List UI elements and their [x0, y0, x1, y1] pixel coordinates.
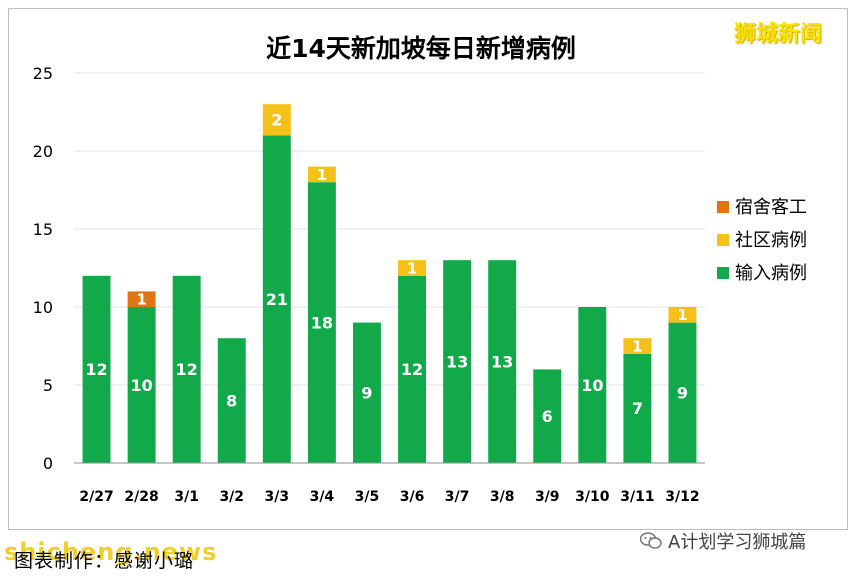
- y-tick-label: 10: [33, 298, 53, 317]
- site-watermark: shicheng.news: [4, 538, 218, 566]
- x-tick-label: 2/28: [124, 489, 158, 505]
- x-tick-label: 3/3: [265, 489, 290, 505]
- bar-segment: [262, 135, 291, 463]
- bar-value-label: 9: [677, 384, 688, 403]
- x-tick-label: 3/9: [535, 489, 560, 505]
- x-tick-label: 3/12: [665, 489, 699, 505]
- y-tick-label: 25: [33, 64, 53, 83]
- bar-value-label: 12: [176, 360, 198, 379]
- bar-segment: [623, 338, 652, 354]
- bar-segment: [668, 322, 697, 463]
- x-tick-label: 3/10: [575, 489, 610, 505]
- bar-segment: [82, 275, 111, 463]
- bar-segment: [398, 275, 427, 463]
- bar-segment: [172, 275, 201, 463]
- bar-segment: [533, 369, 562, 463]
- bar-value-label: 21: [266, 290, 288, 309]
- legend-label: 输入病例: [735, 263, 807, 284]
- brand-badge: 狮城新闻: [734, 22, 823, 47]
- bar-value-label: 1: [317, 166, 327, 184]
- bar-value-label: 13: [491, 352, 513, 371]
- x-tick-label: 3/8: [490, 489, 515, 505]
- bar-segment: [352, 322, 381, 463]
- wechat-icon: [639, 532, 662, 550]
- bar-segment: [262, 104, 291, 136]
- bar-segment: [443, 260, 472, 463]
- bar-value-label: 18: [311, 313, 333, 332]
- bar-segment: [307, 166, 336, 183]
- bar-segment: [488, 260, 517, 463]
- legend-swatch: [717, 234, 729, 246]
- chart-credit: 图表制作：感谢小璐: [14, 550, 195, 572]
- bar-segment: [578, 307, 607, 463]
- grid-lines: [74, 72, 705, 386]
- bar-value-label: 10: [130, 376, 152, 395]
- bar-value-label: 2: [271, 111, 282, 130]
- bar-value-label: 6: [542, 407, 553, 426]
- x-tick-label: 3/1: [174, 489, 199, 505]
- bar-value-label: 9: [361, 384, 372, 403]
- wechat-account-name: A计划学习狮城篇: [668, 532, 807, 553]
- x-tick-label: 2/27: [79, 489, 113, 505]
- x-tick-label: 3/6: [400, 489, 425, 505]
- bar-value-label: 1: [632, 337, 642, 355]
- x-tick-label: 3/5: [355, 489, 380, 505]
- wechat-source: A计划学习狮城篇: [639, 528, 807, 554]
- bar-value-label: 7: [632, 399, 643, 418]
- bar-segment: [668, 307, 697, 323]
- bar-value-label: 12: [85, 360, 107, 379]
- legend-swatch: [717, 201, 729, 213]
- y-axis-ticks: 0 5 10 15 20 25: [33, 64, 53, 473]
- x-tick-label: 3/7: [445, 489, 470, 505]
- legend-label: 社区病例: [735, 230, 807, 251]
- x-axis-ticks: 2/27 2/28 3/1 3/2 3/3 3/4 3/5 3/6 3/7 3/8 3/9 3/10 3…: [79, 489, 699, 505]
- bar-value-label: 13: [446, 352, 468, 371]
- chart-title: 近14天新加坡每日新增病例: [266, 34, 576, 63]
- bar-value-label: 12: [401, 360, 423, 379]
- bar-segment: [217, 338, 246, 463]
- bar-segment: [307, 182, 336, 463]
- bar-value-label: 1: [407, 259, 417, 277]
- bar-value-label: 1: [136, 291, 146, 309]
- y-tick-label: 20: [33, 142, 53, 161]
- y-tick-label: 0: [43, 454, 53, 473]
- chart-frame: 近14天新加坡每日新增病例 0 5 10 15 20 25 12 10 1 12 8 21 2 18 1 9…: [8, 8, 848, 530]
- y-tick-label: 15: [33, 220, 53, 239]
- x-tick-label: 3/4: [310, 489, 335, 505]
- legend-swatch: [717, 267, 729, 279]
- y-tick-label: 5: [43, 376, 53, 395]
- bar-value-label: 10: [581, 376, 603, 395]
- bar-value-label: 8: [226, 391, 237, 410]
- bar-segment: [623, 353, 652, 463]
- bar-segment: [127, 307, 156, 463]
- x-tick-label: 3/11: [620, 489, 654, 505]
- x-tick-label: 3/2: [219, 489, 244, 505]
- bar-segment: [398, 260, 427, 276]
- bar-segment: [127, 291, 156, 307]
- legend-label: 宿舍客工: [735, 197, 807, 218]
- bar-value-label: 1: [677, 306, 687, 324]
